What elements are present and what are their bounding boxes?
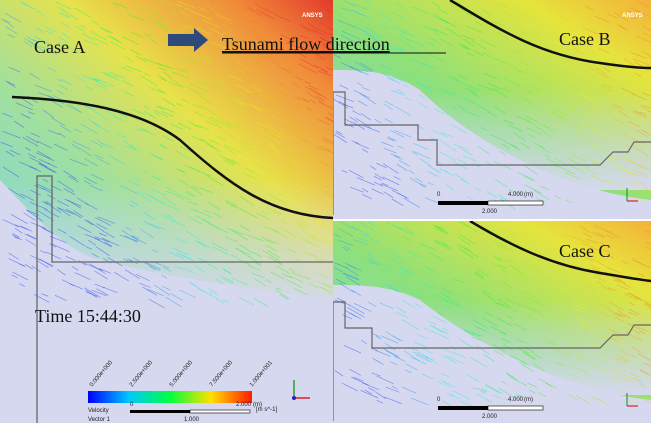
logo: ANSYS <box>302 13 323 19</box>
scale-unit: (m) <box>524 192 533 198</box>
legend-title: Velocity <box>88 408 109 414</box>
flow-direction-label: Tsunami flow direction <box>222 34 390 54</box>
case-label: Case B <box>559 29 611 49</box>
logo: ANSYS <box>622 13 643 19</box>
legend-subtitle: Vector 1 <box>88 417 111 423</box>
scale-end: 4.000 <box>508 192 524 198</box>
figure: Case A Time 15:44:30 ANSYS 0.000e+0002.5… <box>0 0 651 423</box>
scale-mid: 1.000 <box>184 417 200 423</box>
scale-bar <box>190 410 250 413</box>
scale-end: 4.000 <box>508 397 524 403</box>
scale-bar <box>488 201 543 205</box>
flow-fade <box>333 90 651 190</box>
scale-bar <box>438 201 488 205</box>
scale-unit: (m) <box>253 402 262 408</box>
scale-unit: (m) <box>524 397 533 403</box>
scale-mid: 2.000 <box>482 209 498 215</box>
scale-mid: 2.000 <box>482 414 498 420</box>
scale-end: 2.000 <box>236 402 252 408</box>
scale-bar <box>488 406 543 410</box>
scale-bar <box>438 406 488 410</box>
divider <box>333 219 651 221</box>
panel-c: Case C 0 4.000 (m) 2.000 <box>333 221 651 423</box>
case-label: Case A <box>34 37 86 57</box>
scale-bar <box>130 410 190 413</box>
panel-b: Case B ANSYS 0 4.000 (m) 2.000 <box>333 0 651 219</box>
case-label: Case C <box>559 241 611 261</box>
color-bar <box>88 391 252 403</box>
time-label: Time 15:44:30 <box>35 306 141 326</box>
